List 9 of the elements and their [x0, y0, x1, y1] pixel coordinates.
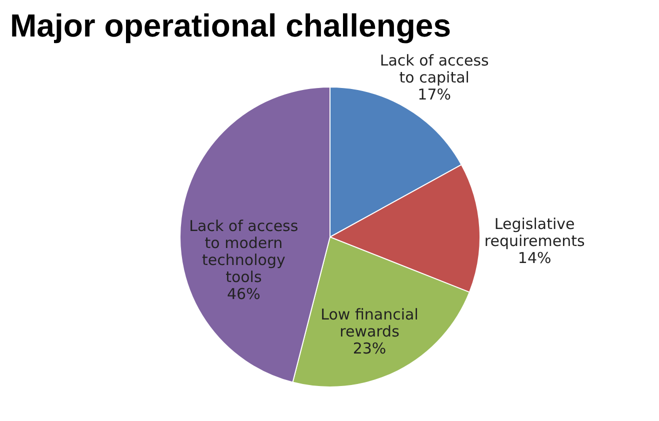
slice-label: Legislative requirements: [484, 215, 585, 250]
slice-label: Lack of access to modern technology tools: [189, 217, 298, 286]
chart-title: Major operational challenges: [10, 8, 451, 44]
data-label: 14%: [518, 249, 552, 268]
slice-label: Low financial rewards: [320, 306, 418, 341]
data-label: 23%: [352, 340, 386, 358]
data-label: 17%: [418, 86, 452, 104]
data-label: 46%: [227, 285, 260, 304]
slice-label: Lack of access to capital: [380, 52, 490, 87]
